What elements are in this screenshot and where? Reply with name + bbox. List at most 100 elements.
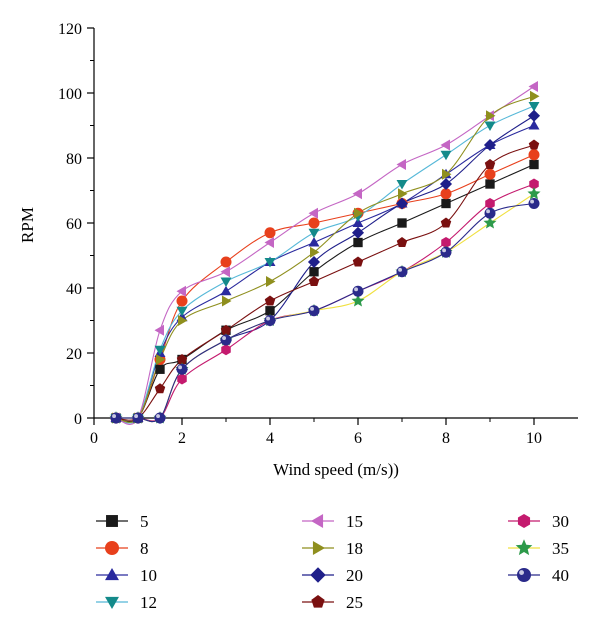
legend-item-20: 20 [302, 566, 363, 585]
data-point-12 [176, 306, 188, 317]
data-point-8 [528, 149, 540, 161]
x-tick-label: 6 [354, 430, 362, 447]
x-tick-label: 10 [526, 430, 542, 447]
data-point-20 [351, 226, 365, 239]
data-point-12 [396, 180, 408, 190]
data-point-25 [154, 383, 166, 394]
data-point-30 [221, 344, 231, 356]
data-point-15 [308, 207, 318, 219]
data-point-8 [176, 295, 188, 307]
x-axis-label: Wind speed (m/s)) [273, 460, 399, 479]
data-point-20 [307, 255, 321, 269]
data-point-15 [352, 188, 362, 200]
axes: 0 20 40 60 80 100 120 0 2 4 6 8 10 [58, 21, 578, 447]
legend: 5 8 10 12 15 18 20 25 30 35 40 [96, 512, 569, 612]
data-point-40 [220, 334, 232, 346]
data-point-40 [176, 363, 188, 375]
data-point-20 [527, 109, 541, 122]
legend-marker-20 [310, 567, 326, 583]
y-tick-label: 20 [66, 346, 82, 363]
legend-marker-8 [105, 541, 119, 555]
legend-marker-5 [106, 515, 118, 527]
data-point-18 [398, 188, 408, 200]
data-point-40-highlight [310, 306, 315, 311]
legend-item-40: 40 [508, 566, 569, 585]
data-point-40-highlight [178, 365, 182, 370]
data-point-5 [441, 198, 451, 209]
legend-item-35: 35 [508, 539, 569, 558]
y-tick-label: 100 [58, 86, 82, 103]
data-point-18 [266, 276, 276, 287]
data-point-25 [352, 256, 364, 267]
data-point-40-body [110, 412, 122, 424]
data-point-12 [220, 277, 232, 287]
x-tick-label: 8 [442, 430, 450, 447]
legend-item-8: 8 [96, 539, 149, 558]
data-point-30 [529, 178, 539, 190]
data-point-25 [220, 324, 232, 335]
data-point-40-body [528, 198, 540, 209]
legend-item-18: 18 [302, 539, 363, 558]
data-point-40-body [132, 412, 144, 424]
data-point-8 [484, 168, 496, 180]
data-point-18 [222, 295, 232, 307]
data-point-5 [309, 267, 319, 277]
data-point-5 [485, 179, 495, 189]
legend-label: 18 [346, 539, 363, 558]
data-point-40-body [220, 334, 232, 346]
data-point-10 [308, 237, 320, 247]
data-point-40-body [484, 207, 496, 219]
data-point-40-body [352, 285, 364, 297]
y-axis-label: RPM [18, 207, 37, 243]
data-point-10 [352, 217, 364, 227]
data-point-25 [308, 276, 320, 286]
data-point-15 [220, 266, 230, 278]
data-point-30 [485, 198, 495, 209]
legend-marker-40-highlight [519, 570, 524, 575]
legend-item-25: 25 [302, 593, 363, 612]
data-point-40 [528, 198, 540, 209]
y-tick-label: 40 [66, 281, 82, 298]
data-point-18 [442, 168, 452, 180]
data-point-40-highlight [354, 287, 359, 292]
data-point-35 [351, 294, 365, 307]
data-point-18 [486, 110, 496, 122]
data-point-25 [440, 217, 452, 228]
data-point-20 [395, 197, 409, 210]
data-point-35 [483, 216, 497, 229]
data-point-20 [439, 177, 453, 191]
data-point-25 [176, 354, 188, 364]
data-point-40-highlight [222, 336, 226, 341]
data-point-10 [528, 120, 540, 130]
data-point-40-body [176, 363, 188, 375]
legend-item-30: 30 [508, 512, 569, 531]
legend-label: 5 [140, 512, 149, 531]
data-point-40-highlight [486, 209, 491, 214]
data-point-40-highlight [266, 316, 271, 321]
data-point-8 [220, 256, 232, 268]
x-tick-label: 4 [266, 430, 274, 447]
data-point-25 [528, 139, 540, 150]
data-point-40-highlight [442, 248, 447, 253]
data-point-40 [154, 412, 166, 424]
y-tick-label: 60 [66, 216, 82, 233]
data-point-40-highlight [112, 414, 116, 419]
legend-marker-15 [311, 514, 324, 528]
data-point-12 [308, 228, 320, 239]
series-markers [109, 81, 541, 425]
legend-label: 20 [346, 566, 363, 585]
legend-marker-35 [515, 539, 533, 556]
data-point-35 [527, 186, 541, 200]
legend-marker-25 [311, 595, 325, 608]
data-point-40-body [154, 412, 166, 424]
data-point-18 [530, 90, 540, 102]
data-point-40-highlight [156, 414, 160, 419]
legend-marker-10 [105, 568, 119, 581]
legend-label: 15 [346, 512, 363, 531]
data-point-40 [308, 305, 320, 317]
data-point-10 [220, 285, 232, 296]
x-tick-label: 0 [90, 430, 98, 447]
data-point-18 [310, 246, 320, 258]
data-point-15 [264, 237, 274, 248]
